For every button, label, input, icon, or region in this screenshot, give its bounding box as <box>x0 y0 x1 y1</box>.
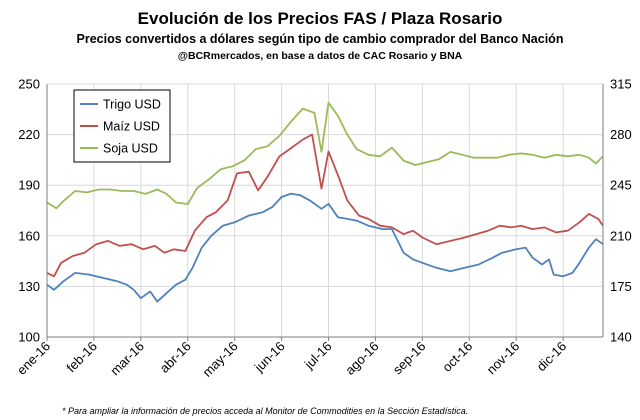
series-line-ma-z-usd <box>46 133 604 278</box>
y-tick-label-right: 315 <box>610 77 632 92</box>
y-tick-label-right: 210 <box>610 228 632 243</box>
legend-label: Soja USD <box>103 142 158 156</box>
x-tick-label: ago-16 <box>342 339 381 378</box>
series-line-trigo-usd <box>46 192 604 303</box>
x-tick-label: feb-16 <box>63 339 100 376</box>
x-tick-label: mar-16 <box>107 339 147 379</box>
y-tick-label-left: 130 <box>18 279 40 294</box>
y-tick-label-left: 160 <box>18 228 40 243</box>
y-tick-label-left: 250 <box>18 77 40 92</box>
y-tick-label-left: 220 <box>18 127 40 142</box>
x-tick-label: sep-16 <box>390 339 429 378</box>
x-tick-label: nov-16 <box>484 339 523 378</box>
series-line-soja-usd <box>46 101 604 210</box>
x-tick-label: abr-16 <box>157 339 194 376</box>
x-tick-label: jun-16 <box>251 339 288 376</box>
legend-label: Trigo USD <box>103 98 161 112</box>
chart-title: Evolución de los Precios FAS / Plaza Ros… <box>138 9 503 28</box>
x-tick-label: oct-16 <box>439 339 475 375</box>
legend: Trigo USD Maíz USD Soja USD <box>73 89 171 163</box>
legend-label: Maíz USD <box>103 120 160 134</box>
y-tick-label-right: 140 <box>610 330 632 345</box>
chart-credit: @BCRmercados, en base a datos de CAC Ros… <box>178 50 463 62</box>
y-tick-label-right: 245 <box>610 178 632 193</box>
footnote: * Para ampliar la información de precios… <box>62 406 468 416</box>
x-tick-label: jul-16 <box>301 339 335 373</box>
gridlines <box>47 83 603 338</box>
chart-subtitle: Precios convertidos a dólares según tipo… <box>77 32 564 46</box>
y-tick-label-left: 100 <box>18 330 40 345</box>
x-tick-label: may-16 <box>200 339 241 380</box>
y-tick-label-left: 190 <box>18 178 40 193</box>
y-tick-label-right: 175 <box>610 279 632 294</box>
x-tick-label: dic-16 <box>534 339 570 375</box>
series-lines <box>46 101 604 303</box>
y-tick-label-right: 280 <box>610 127 632 142</box>
